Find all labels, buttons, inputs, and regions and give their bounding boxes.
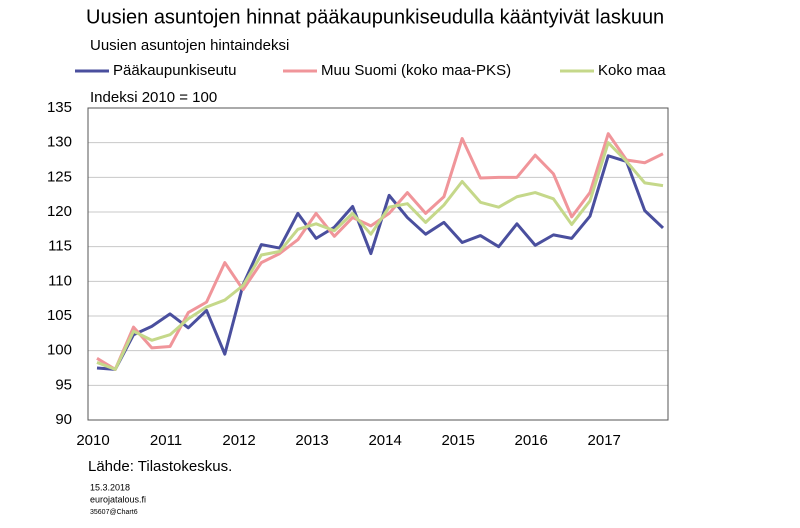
y-tick-label: 135 bbox=[47, 99, 72, 116]
footer: eurojatalous.fi bbox=[90, 494, 146, 504]
source: Lähde: Tilastokeskus. bbox=[88, 458, 232, 475]
plot-border bbox=[87, 107, 669, 421]
x-tick-label: 2014 bbox=[368, 432, 401, 449]
x-tick-label: 2015 bbox=[441, 432, 474, 449]
y-tick-label: 95 bbox=[55, 376, 72, 393]
y-tick-label: 130 bbox=[47, 134, 72, 151]
x-tick-label: 2011 bbox=[150, 432, 182, 449]
y-axis-label: Indeksi 2010 = 100 bbox=[90, 89, 217, 106]
x-tick-label: 2012 bbox=[222, 432, 255, 449]
line-series bbox=[96, 132, 664, 371]
y-tick-label: 100 bbox=[47, 342, 72, 359]
y-tick-label: 115 bbox=[48, 238, 72, 255]
x-tick-label: 2017 bbox=[588, 432, 621, 449]
footer: 35607@Chart6 bbox=[90, 509, 138, 516]
x-tick-label: 2013 bbox=[295, 432, 328, 449]
footer: 15.3.2018 bbox=[90, 482, 130, 492]
x-tick-label: 2016 bbox=[515, 432, 548, 449]
y-tick-label: 110 bbox=[48, 272, 72, 289]
y-tick-label: 125 bbox=[47, 168, 72, 185]
x-tick-label: 2010 bbox=[76, 432, 109, 449]
line-series bbox=[96, 141, 664, 371]
y-tick-label: 120 bbox=[47, 203, 72, 220]
legend-label: Muu Suomi (koko maa-PKS) bbox=[321, 62, 511, 79]
line-series bbox=[96, 154, 665, 371]
chart-title: Uusien asuntojen hinnat pääkaupunkiseudu… bbox=[86, 6, 664, 28]
y-tick-label: 90 bbox=[55, 411, 72, 428]
legend-label: Pääkaupunkiseutu bbox=[113, 62, 236, 79]
subtitle: Uusien asuntojen hintaindeksi bbox=[90, 37, 289, 54]
legend-label: Koko maa bbox=[598, 62, 666, 79]
y-tick-label: 105 bbox=[47, 307, 72, 324]
